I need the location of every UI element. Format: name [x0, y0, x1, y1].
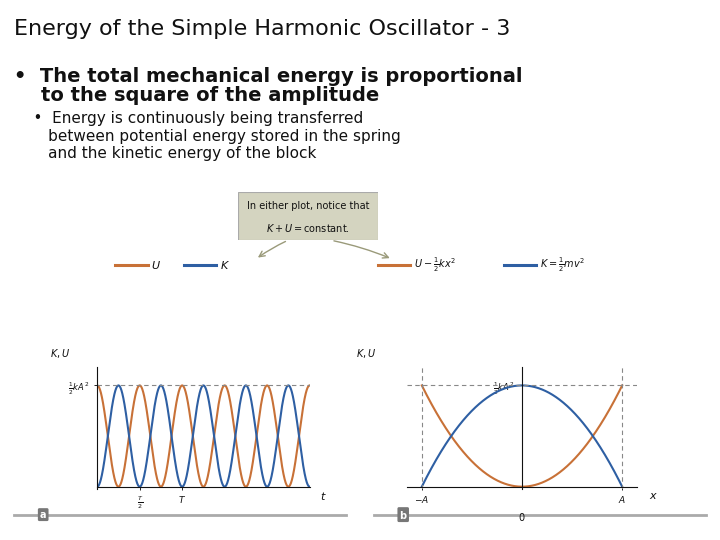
Text: $U$: $U$ — [151, 259, 161, 271]
Text: Energy of the Simple Harmonic Oscillator - 3: Energy of the Simple Harmonic Oscillator… — [14, 19, 510, 39]
Text: $K, U$: $K, U$ — [356, 347, 377, 361]
Text: $U - \frac{1}{2}kx^2$: $U - \frac{1}{2}kx^2$ — [414, 255, 456, 274]
Text: $\bf{a}$: $\bf{a}$ — [40, 510, 47, 519]
Text: $K + U = \mathrm{constant.}$: $K + U = \mathrm{constant.}$ — [266, 222, 350, 234]
FancyBboxPatch shape — [238, 192, 378, 240]
Text: to the square of the amplitude: to the square of the amplitude — [14, 86, 379, 105]
Text: •  The total mechanical energy is proportional: • The total mechanical energy is proport… — [14, 68, 523, 86]
Text: $t$: $t$ — [320, 490, 327, 502]
Text: $0$: $0$ — [518, 511, 526, 523]
Text: •  Energy is continuously being transferred: • Energy is continuously being transferr… — [14, 111, 364, 126]
Text: In either plot, notice that: In either plot, notice that — [246, 201, 369, 211]
Text: $K = \frac{1}{2}mv^2$: $K = \frac{1}{2}mv^2$ — [540, 255, 585, 274]
Text: $\bf{b}$: $\bf{b}$ — [399, 509, 408, 521]
Text: and the kinetic energy of the block: and the kinetic energy of the block — [14, 146, 317, 161]
Text: $x$: $x$ — [649, 491, 657, 501]
Text: $K, U$: $K, U$ — [50, 347, 71, 361]
Text: $K$: $K$ — [220, 259, 230, 271]
Text: between potential energy stored in the spring: between potential energy stored in the s… — [14, 129, 401, 144]
